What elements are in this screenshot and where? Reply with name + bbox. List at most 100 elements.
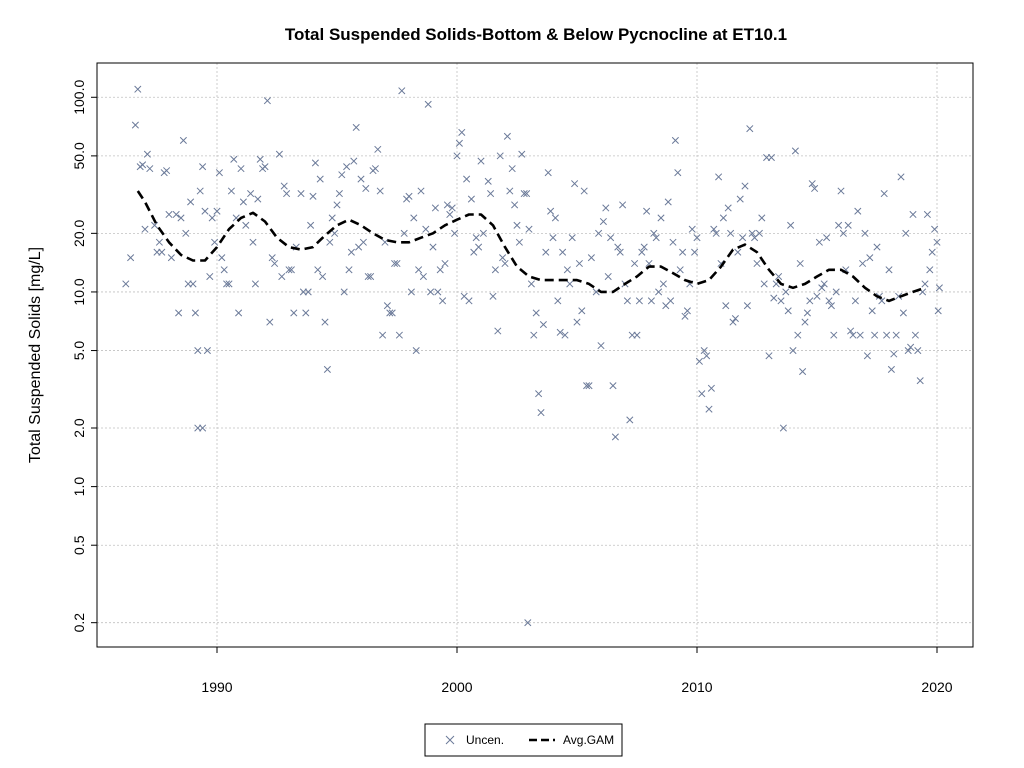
data-point bbox=[743, 302, 751, 310]
data-point bbox=[155, 238, 163, 246]
data-point bbox=[794, 331, 802, 339]
data-point bbox=[199, 424, 207, 432]
data-point bbox=[909, 210, 917, 219]
gam-line-layer bbox=[136, 190, 926, 303]
data-point bbox=[727, 229, 735, 237]
data-point bbox=[359, 238, 367, 246]
y-tick-label: 10.0 bbox=[71, 278, 87, 305]
data-point bbox=[511, 201, 519, 209]
data-point bbox=[177, 214, 185, 222]
data-point bbox=[895, 292, 903, 300]
data-point bbox=[583, 382, 591, 390]
data-point bbox=[539, 320, 547, 329]
data-point bbox=[371, 165, 379, 173]
data-point bbox=[331, 229, 339, 237]
data-point bbox=[700, 346, 708, 355]
legend-label-gam: Avg.GAM bbox=[563, 733, 614, 747]
data-point bbox=[767, 154, 775, 162]
y-tick-label: 1.0 bbox=[71, 477, 87, 497]
data-point bbox=[499, 254, 507, 262]
legend: Uncen. Avg.GAM bbox=[424, 723, 623, 757]
data-point bbox=[410, 214, 418, 222]
data-point bbox=[647, 297, 655, 305]
data-point bbox=[194, 346, 202, 355]
data-point bbox=[556, 328, 564, 336]
data-point bbox=[535, 390, 543, 398]
data-point bbox=[439, 297, 447, 305]
y-tick-label: 100.0 bbox=[71, 80, 87, 115]
x-axis: 1990 2000 2010 2020 bbox=[201, 647, 953, 695]
data-point bbox=[475, 243, 483, 251]
data-point bbox=[667, 297, 675, 305]
data-point bbox=[527, 280, 535, 288]
data-point bbox=[693, 234, 701, 242]
data-point bbox=[573, 318, 581, 326]
data-point bbox=[883, 331, 891, 339]
data-point bbox=[710, 225, 718, 233]
data-point bbox=[650, 229, 658, 237]
data-point bbox=[825, 297, 833, 305]
data-point bbox=[933, 238, 941, 246]
data-point bbox=[659, 280, 667, 288]
x-tick-label: 1990 bbox=[201, 679, 232, 695]
data-point bbox=[515, 238, 523, 246]
plot-frame bbox=[96, 62, 974, 648]
data-point bbox=[458, 128, 466, 136]
data-point bbox=[364, 272, 372, 281]
data-point bbox=[758, 214, 766, 222]
data-point bbox=[715, 173, 723, 181]
data-point bbox=[683, 307, 691, 315]
data-point bbox=[287, 266, 295, 274]
data-point bbox=[333, 201, 341, 209]
data-point bbox=[873, 243, 881, 251]
data-point bbox=[847, 327, 855, 335]
data-point bbox=[256, 155, 264, 163]
data-point bbox=[820, 280, 828, 288]
data-point bbox=[196, 187, 204, 195]
data-point bbox=[191, 309, 199, 317]
data-point bbox=[827, 302, 835, 310]
data-point bbox=[242, 221, 250, 229]
data-point bbox=[489, 292, 497, 300]
data-point bbox=[453, 152, 461, 160]
data-point bbox=[691, 248, 699, 256]
data-point bbox=[734, 248, 742, 256]
data-point bbox=[362, 184, 370, 193]
data-point bbox=[451, 229, 459, 237]
data-point bbox=[635, 297, 643, 305]
data-point bbox=[400, 229, 408, 237]
data-point bbox=[187, 198, 195, 206]
data-point bbox=[597, 342, 605, 350]
data-point bbox=[357, 175, 365, 183]
data-point bbox=[671, 136, 679, 145]
data-point bbox=[151, 221, 159, 229]
data-point bbox=[695, 357, 703, 365]
data-point bbox=[712, 229, 720, 237]
data-point bbox=[904, 346, 912, 355]
data-point bbox=[319, 272, 327, 281]
data-point bbox=[849, 331, 857, 339]
chart-title: Total Suspended Solids-Bottom & Below Py… bbox=[285, 25, 787, 44]
data-point bbox=[609, 382, 617, 390]
data-point bbox=[813, 292, 821, 300]
data-point bbox=[247, 190, 255, 198]
data-point bbox=[902, 229, 910, 237]
data-point bbox=[215, 169, 223, 177]
grid-lines bbox=[97, 63, 973, 647]
data-point bbox=[374, 145, 382, 153]
y-tick-label: 0.5 bbox=[71, 535, 87, 555]
data-point bbox=[823, 234, 831, 242]
data-point bbox=[585, 382, 593, 390]
data-point bbox=[427, 288, 435, 296]
data-point bbox=[611, 433, 619, 441]
data-point bbox=[928, 248, 936, 256]
data-point bbox=[837, 187, 845, 195]
data-point bbox=[782, 288, 790, 296]
data-point bbox=[724, 204, 732, 212]
data-point bbox=[674, 169, 682, 177]
data-point bbox=[664, 198, 672, 206]
data-point bbox=[777, 297, 785, 305]
data-point bbox=[424, 100, 432, 108]
data-point bbox=[386, 309, 394, 317]
data-point bbox=[587, 254, 595, 262]
